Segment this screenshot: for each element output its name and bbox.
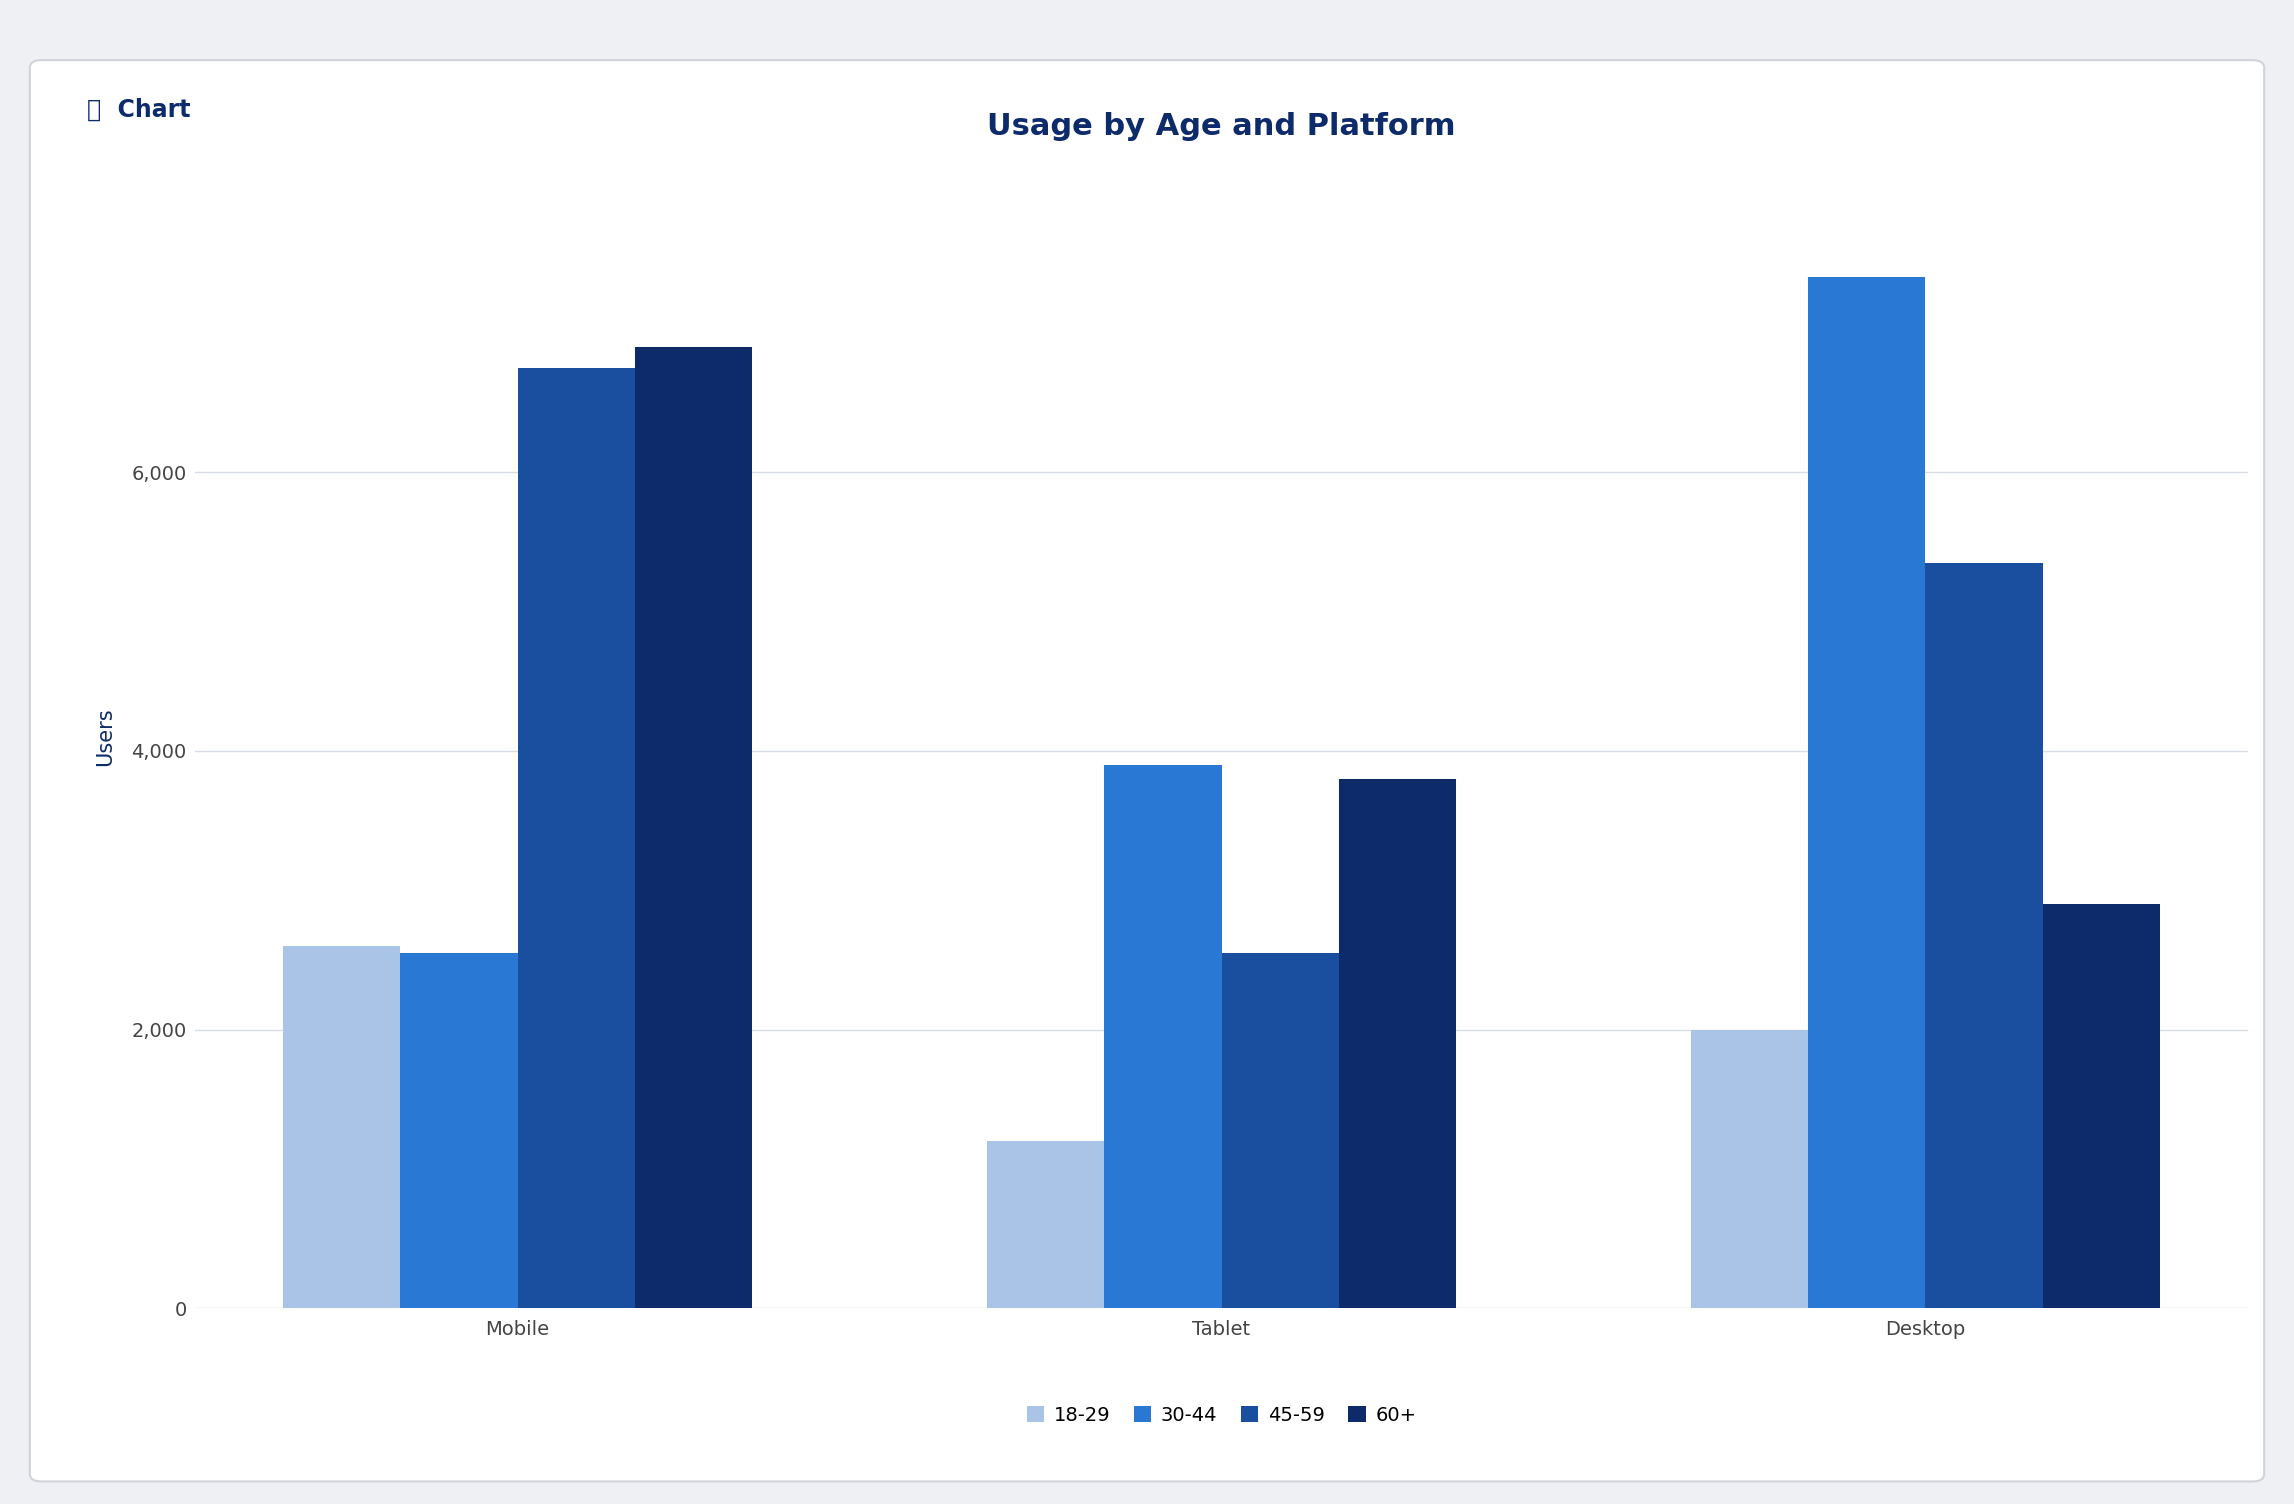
Y-axis label: Users: Users	[94, 708, 115, 766]
Bar	[635, 346, 752, 1308]
Bar	[1925, 562, 2044, 1308]
Bar	[1691, 1030, 1808, 1308]
Bar	[2044, 904, 2161, 1308]
Title: Usage by Age and Platform: Usage by Age and Platform	[986, 111, 1457, 141]
Text: 📄  Chart: 📄 Chart	[87, 98, 190, 122]
Bar	[986, 1142, 1103, 1308]
Bar	[1808, 277, 1925, 1308]
Bar	[1103, 766, 1220, 1308]
Bar	[282, 946, 401, 1308]
Bar	[1340, 779, 1457, 1308]
Bar	[401, 954, 518, 1308]
Bar	[518, 367, 635, 1308]
Legend: 18-29, 30-44, 45-59, 60+: 18-29, 30-44, 45-59, 60+	[1019, 1399, 1425, 1433]
Bar	[1223, 954, 1340, 1308]
